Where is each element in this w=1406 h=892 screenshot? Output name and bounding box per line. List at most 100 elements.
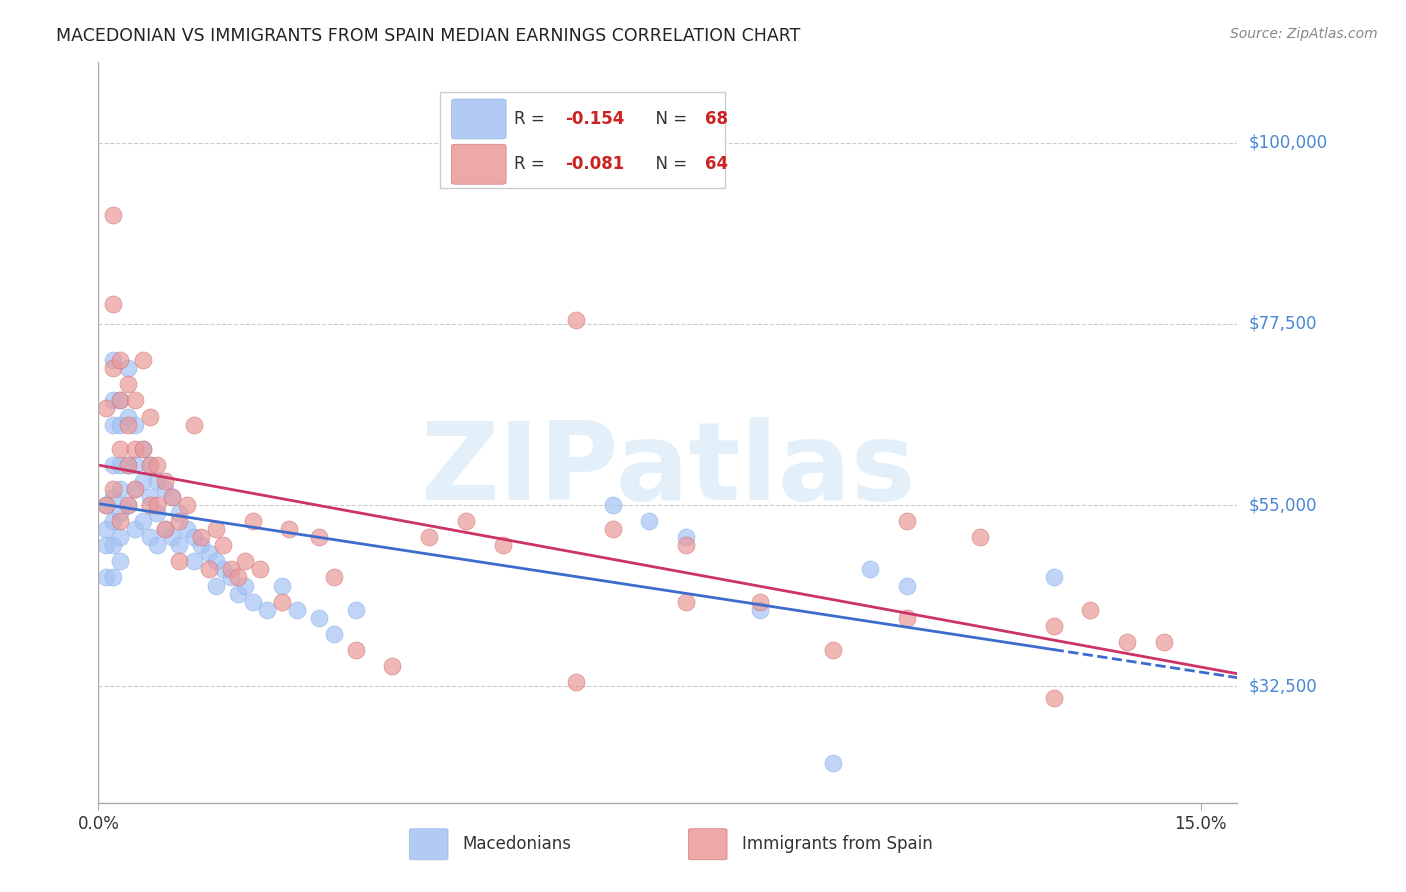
Point — [153, 474, 176, 488]
Point — [205, 522, 228, 536]
Point — [94, 498, 117, 512]
Point — [176, 522, 198, 536]
Point — [94, 538, 117, 552]
Point — [675, 594, 697, 608]
Point — [602, 498, 624, 512]
Point — [94, 570, 117, 584]
Point — [124, 417, 146, 432]
Point — [278, 522, 301, 536]
Point — [167, 538, 190, 552]
Point — [131, 514, 153, 528]
Point — [308, 530, 330, 544]
Point — [94, 498, 117, 512]
Point — [859, 562, 882, 576]
Point — [124, 482, 146, 496]
Point — [94, 522, 117, 536]
FancyBboxPatch shape — [689, 829, 727, 860]
Text: MACEDONIAN VS IMMIGRANTS FROM SPAIN MEDIAN EARNINGS CORRELATION CHART: MACEDONIAN VS IMMIGRANTS FROM SPAIN MEDI… — [56, 27, 800, 45]
Point — [308, 611, 330, 625]
Point — [249, 562, 271, 576]
Point — [146, 538, 169, 552]
Point — [271, 594, 294, 608]
Text: $32,500: $32,500 — [1249, 677, 1317, 695]
FancyBboxPatch shape — [409, 829, 449, 860]
Point — [101, 208, 124, 222]
Point — [675, 530, 697, 544]
Point — [101, 514, 124, 528]
Point — [896, 611, 918, 625]
Point — [190, 538, 212, 552]
Point — [101, 482, 124, 496]
Text: N =: N = — [645, 110, 692, 128]
Point — [675, 538, 697, 552]
Text: -0.154: -0.154 — [565, 110, 624, 128]
Point — [381, 659, 404, 673]
Point — [896, 578, 918, 592]
Point — [117, 409, 139, 424]
Point — [110, 514, 132, 528]
Point — [117, 417, 139, 432]
Point — [197, 562, 219, 576]
Point — [748, 602, 770, 616]
Point — [110, 554, 132, 568]
Point — [146, 506, 169, 520]
Point — [110, 530, 132, 544]
Point — [117, 458, 139, 472]
Point — [285, 602, 308, 616]
Point — [219, 570, 242, 584]
FancyBboxPatch shape — [451, 99, 506, 139]
FancyBboxPatch shape — [451, 145, 506, 185]
Point — [823, 643, 845, 657]
Point — [153, 522, 176, 536]
Point — [146, 474, 169, 488]
FancyBboxPatch shape — [440, 92, 725, 188]
Point — [101, 353, 124, 368]
Point — [167, 554, 190, 568]
Point — [167, 506, 190, 520]
Point — [124, 393, 146, 408]
Point — [117, 361, 139, 376]
Text: R =: R = — [515, 110, 550, 128]
Point — [117, 498, 139, 512]
Point — [117, 458, 139, 472]
Point — [1153, 635, 1175, 649]
Point — [256, 602, 278, 616]
Point — [271, 578, 294, 592]
Point — [219, 562, 242, 576]
Point — [1042, 570, 1064, 584]
Text: $77,500: $77,500 — [1249, 315, 1317, 333]
Point — [322, 570, 344, 584]
Point — [94, 401, 117, 416]
Point — [139, 409, 162, 424]
Point — [146, 458, 169, 472]
Text: R =: R = — [515, 155, 550, 173]
Point — [638, 514, 661, 528]
Point — [205, 578, 228, 592]
Point — [969, 530, 991, 544]
Point — [110, 482, 132, 496]
Point — [139, 490, 162, 504]
Point — [124, 522, 146, 536]
Point — [131, 353, 153, 368]
Point — [565, 675, 588, 690]
Point — [139, 498, 162, 512]
Point — [153, 522, 176, 536]
Point — [748, 594, 770, 608]
Point — [131, 474, 153, 488]
Point — [823, 756, 845, 770]
Text: N =: N = — [645, 155, 692, 173]
Point — [160, 490, 183, 504]
Text: Macedonians: Macedonians — [463, 835, 572, 854]
Point — [110, 442, 132, 456]
Point — [242, 594, 264, 608]
Text: Source: ZipAtlas.com: Source: ZipAtlas.com — [1230, 27, 1378, 41]
Point — [110, 393, 132, 408]
Point — [110, 506, 132, 520]
Point — [197, 546, 219, 560]
Point — [226, 586, 249, 600]
Point — [110, 353, 132, 368]
Text: ZIPatlas: ZIPatlas — [420, 417, 915, 523]
Point — [124, 458, 146, 472]
Point — [110, 417, 132, 432]
Point — [160, 490, 183, 504]
